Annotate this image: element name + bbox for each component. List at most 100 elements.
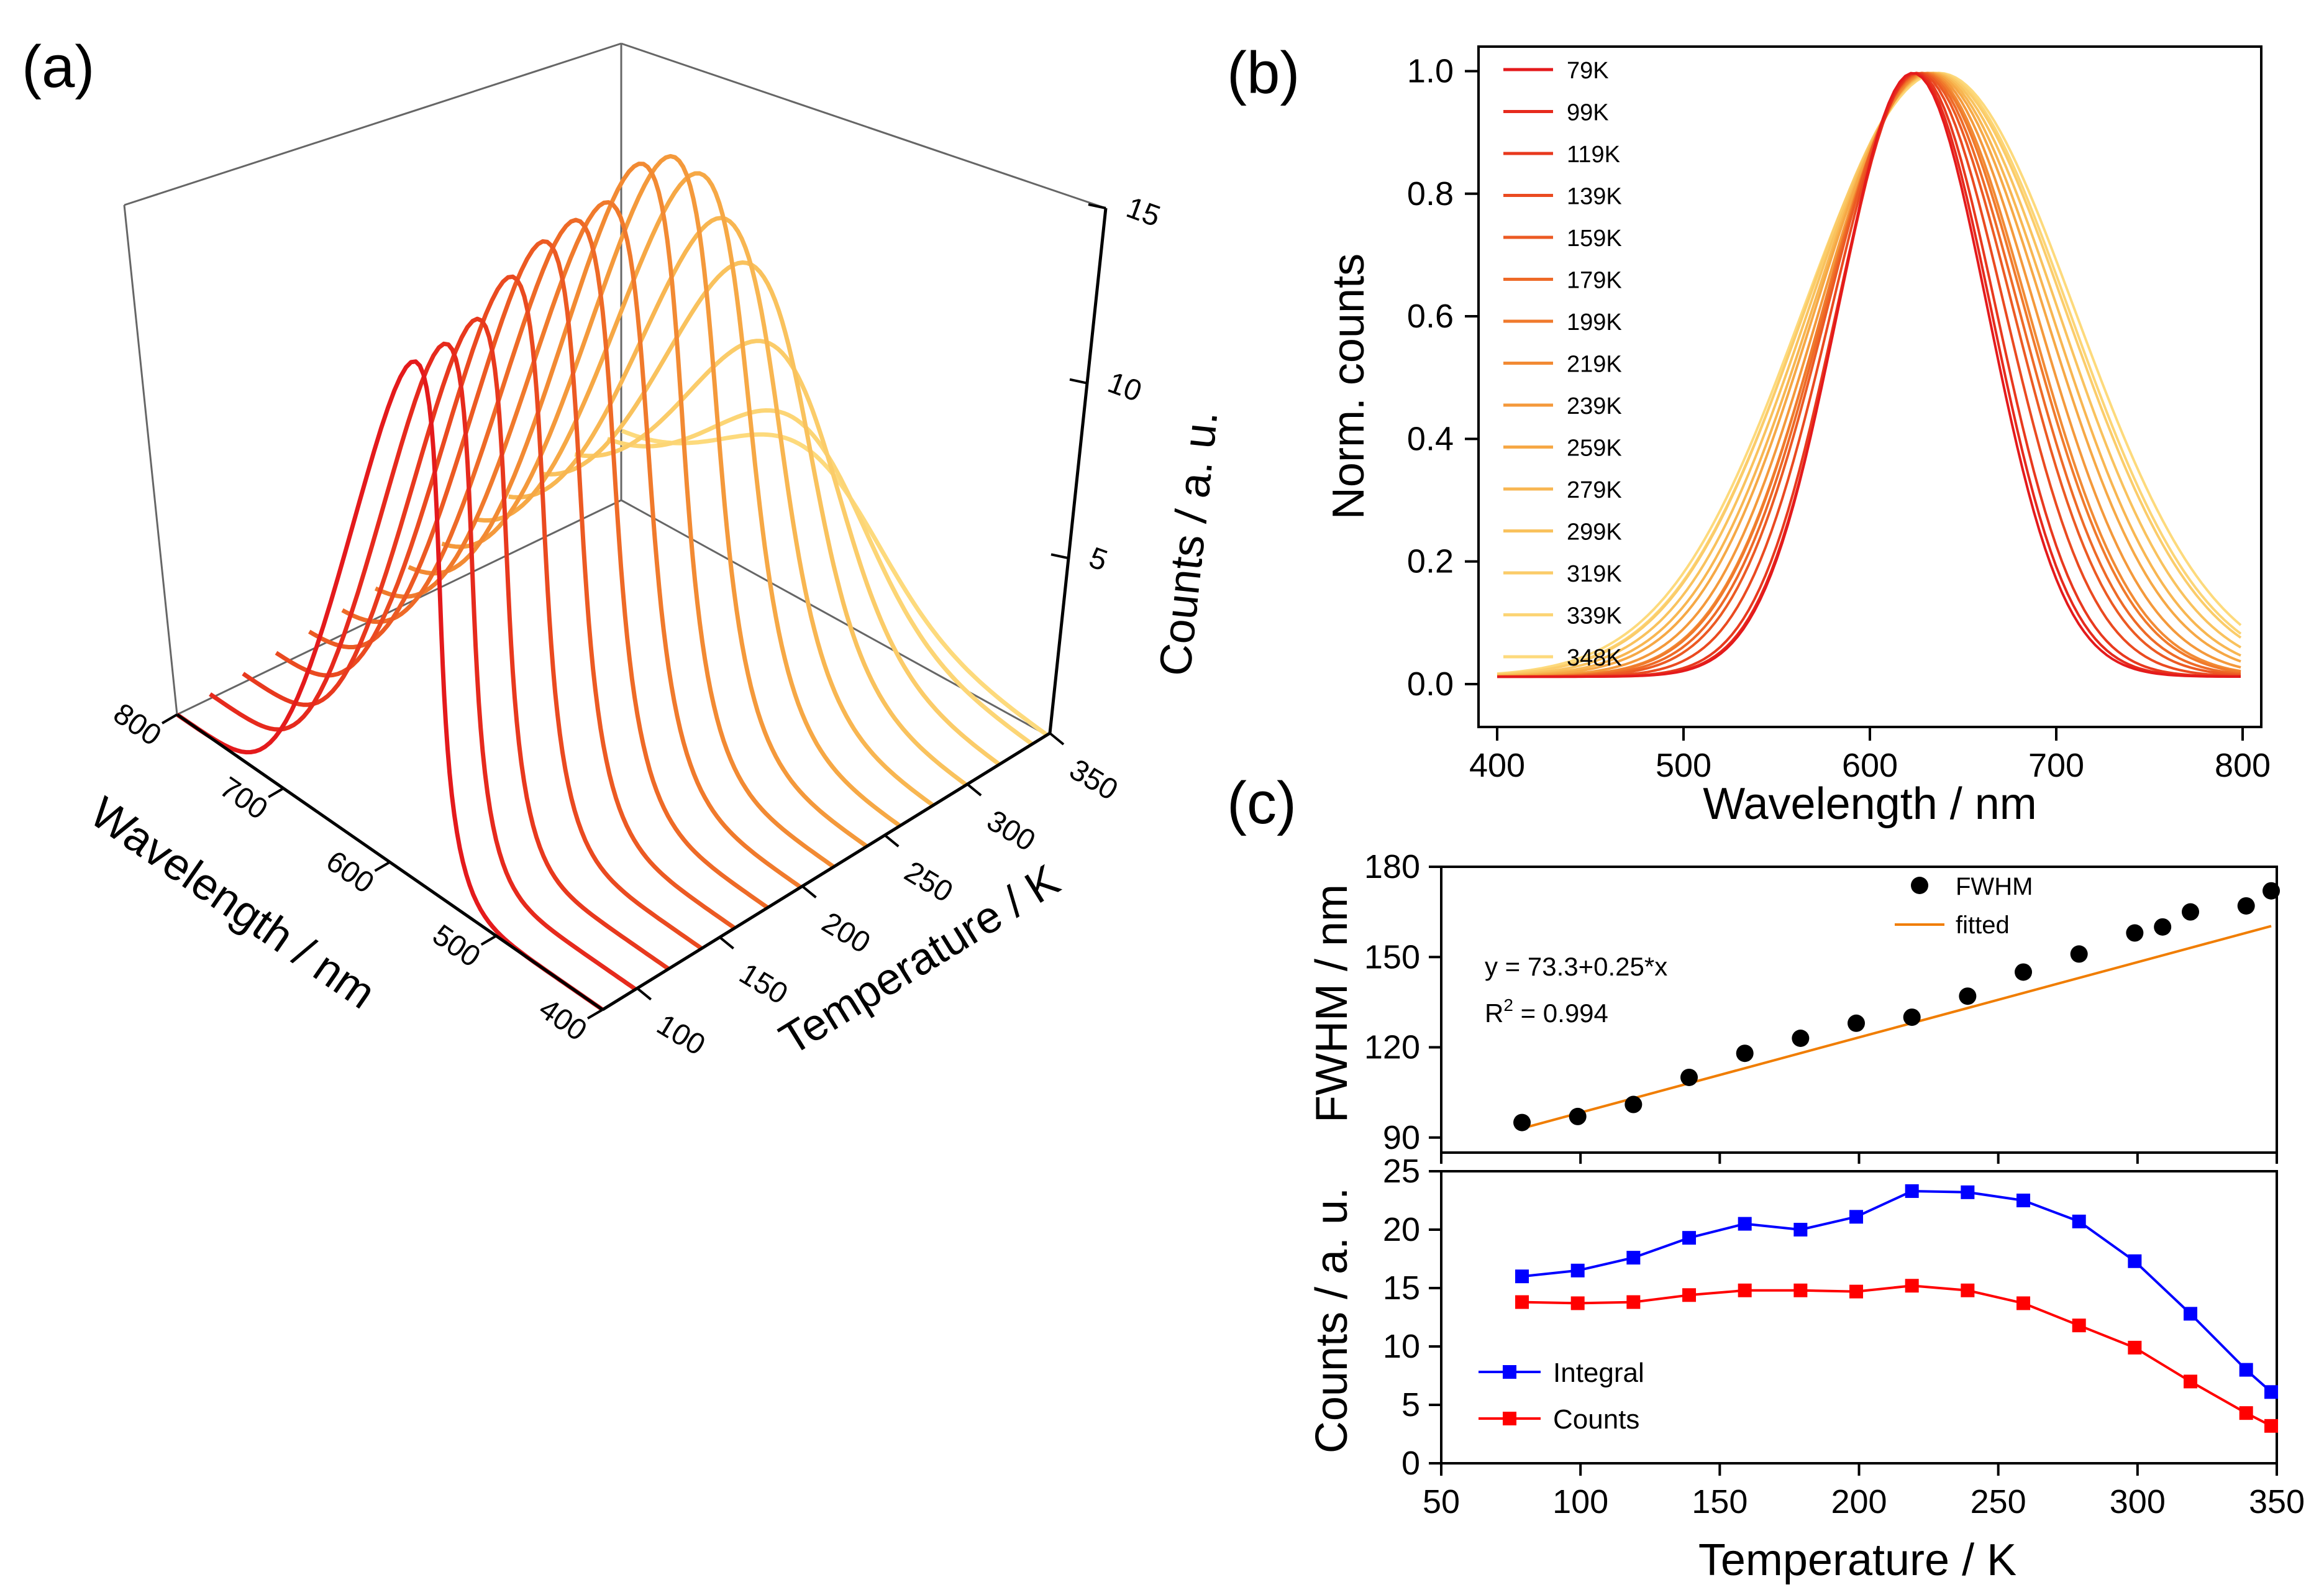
counts-point (1905, 1279, 1919, 1293)
panel-b-line-chart: 79K 99K 119K 139K 159K 179K 199K 219K 239K 259K 27… (1324, 45, 2271, 829)
panel-a-wavelength-tick (161, 713, 178, 724)
integral-point (1793, 1223, 1808, 1236)
panel-b-legend-label: 139K (1567, 184, 1622, 210)
panel-b-legend-label: 99K (1567, 100, 1609, 126)
panel-a-counts-tick (1069, 378, 1088, 385)
panel-a-counts-tick-label: 10 (1103, 366, 1146, 408)
panel-a-spectrum-239K (441, 153, 868, 848)
panel-a-spectrum-299K (541, 260, 967, 787)
panel-label-a: (a) (22, 34, 94, 100)
panel-b-ylabel: Norm. counts (1324, 254, 1374, 519)
panel-a-wavelength-tick (268, 787, 285, 798)
fit-equation: y = 73.3+0.25*x (1485, 952, 1667, 981)
panel-c-top-y-tick-label: 90 (1383, 1119, 1420, 1156)
panel-c-top-ylabel: FWHM / nm (1307, 884, 1357, 1123)
panel-c-top-marks: FWHM fitted (1513, 873, 2281, 1131)
panel-b-y-tick-label: 1.0 (1407, 52, 1454, 89)
fwhm-point (1625, 1095, 1643, 1113)
fwhm-point (1848, 1014, 1866, 1032)
counts-point (1570, 1296, 1585, 1310)
panel-c-bottom-x-tick-label: 300 (2110, 1483, 2166, 1520)
panel-a-temperature-tick (636, 987, 652, 1001)
panel-a-wavelength-tick-label: 700 (214, 771, 273, 826)
panel-b-legend-label: 239K (1567, 393, 1622, 419)
panel-c-fwhm-chart: 90 120 150 180 FWHM fitted FWHM / nm y = 73.… (1307, 848, 2281, 1164)
panel-b-legend-label: 219K (1567, 352, 1622, 378)
panel-a-spectrum-219K (408, 162, 835, 869)
integral-point (2239, 1363, 2253, 1377)
fwhm-point (2182, 903, 2200, 921)
panel-a-temperature-axis (601, 731, 1051, 1012)
fwhm-point (2262, 882, 2281, 900)
panel-a-temperature-tick-label: 150 (734, 957, 793, 1011)
panel-b-xlabel: Wavelength / nm (1703, 779, 2037, 829)
counts-point (1793, 1283, 1808, 1297)
panel-c-top-ticks: 90 120 150 180 (1364, 848, 2278, 1164)
panel-a-spectrum-99K (209, 341, 637, 992)
panel-b-x-tick-label: 700 (2028, 747, 2084, 784)
panel-b-legend-label: 319K (1567, 561, 1622, 587)
panel-c-bottom-y-tick-label: 5 (1401, 1386, 1420, 1424)
integral-point (1905, 1184, 1919, 1198)
panel-c-top-y-tick-label: 150 (1364, 938, 1420, 976)
panel-a-wavelength-tick-label: 800 (107, 697, 167, 752)
panel-c-bottom-marks: Integral Counts (1479, 1184, 2279, 1435)
panel-c-bottom-y-tick-label: 15 (1383, 1269, 1420, 1307)
panel-b-legend-label: 199K (1567, 309, 1622, 336)
integral-point (1961, 1185, 1975, 1199)
panel-a-wavelength-tick (480, 935, 497, 946)
panel-a-temperature-tick (719, 936, 734, 949)
fwhm-point (1903, 1008, 1921, 1026)
panel-c-top-y-tick-label: 120 (1364, 1029, 1420, 1066)
panel-b-y-tick-label: 0.6 (1407, 298, 1454, 335)
panel-c-counts-chart: 0 5 10 15 20 25 50 100 150 200 250 300 350 Integral C… (1307, 1153, 2305, 1585)
fwhm-legend-marker (1911, 877, 1928, 894)
integral-point (1738, 1217, 1752, 1231)
counts-point (1515, 1295, 1529, 1309)
panel-a-3d-plot: 400 500 600 700 800 100 150 200 250 300 350 5 10 15 W… (81, 42, 1228, 1065)
counts-legend-label: Counts (1553, 1404, 1639, 1435)
panel-c-bottom-y-tick-label: 10 (1383, 1328, 1420, 1365)
fwhm-point (1792, 1030, 1810, 1047)
panel-a-wavelength-tick (586, 1008, 604, 1020)
panel-b-legend-label: 179K (1567, 268, 1622, 294)
integral-point (2072, 1214, 2086, 1228)
panel-a-wavelength-tick (374, 861, 391, 872)
counts-point (1738, 1283, 1752, 1297)
panel-a-wavelength-tick-label: 600 (320, 844, 380, 900)
panel-b-ticks: 400 500 600 700 800 0.0 0.2 0.4 0.6 0.8 1.0 (1407, 52, 2271, 784)
counts-point (1682, 1288, 1697, 1302)
panel-c-bottom-ticks: 0 5 10 15 20 25 50 100 150 200 250 300 350 (1383, 1153, 2305, 1520)
panel-c-bottom-y-tick-label: 20 (1383, 1211, 1420, 1248)
panel-b-legend-label: 348K (1567, 645, 1622, 671)
panel-a-counts-tick (1088, 203, 1106, 209)
panel-c-top-y-tick-label: 180 (1364, 848, 1420, 885)
panel-b-legend-label: 159K (1567, 226, 1622, 252)
panel-a-temperature-tick-label: 300 (981, 804, 1041, 858)
integral-point (1849, 1210, 1864, 1224)
panel-a-temperature-tick-label: 250 (899, 855, 959, 909)
panel-b-x-tick-label: 600 (1842, 747, 1898, 784)
panel-a-spectrum-279K (508, 216, 934, 807)
fwhm-point (2070, 945, 2088, 963)
panel-a-spectrum-179K (341, 217, 769, 910)
fwhm-point (1959, 987, 1977, 1005)
counts-point (2072, 1319, 2086, 1333)
panel-b-y-tick-label: 0.4 (1407, 420, 1454, 457)
panel-a-counts-tick (1050, 553, 1069, 560)
panel-b-legend-label: 79K (1567, 58, 1609, 84)
panel-a-temperature-tick (884, 834, 900, 848)
panel-a-spectra (176, 153, 1048, 1012)
panel-a-counts-axis (1048, 208, 1108, 734)
panel-a-zlabel: Counts / a. u. (1150, 408, 1227, 678)
panel-a-temperature-tick (1049, 732, 1065, 746)
panel-c-bottom-x-tick-label: 200 (1831, 1483, 1887, 1520)
panel-c-bottom-xlabel: Temperature / K (1698, 1535, 2016, 1585)
counts-point (1849, 1284, 1864, 1299)
panel-a-temperature-tick (801, 885, 817, 898)
counts-legend-marker (1503, 1412, 1516, 1425)
integral-legend-label: Integral (1553, 1358, 1644, 1388)
panel-c-bottom-x-tick-label: 350 (2249, 1483, 2305, 1520)
integral-point (2016, 1194, 2031, 1207)
